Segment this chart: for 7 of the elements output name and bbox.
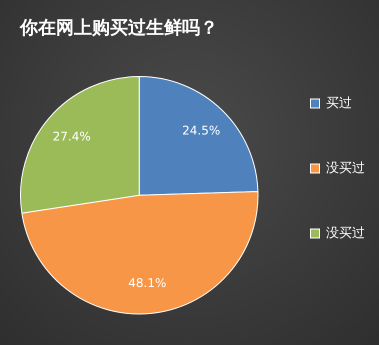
- data-label: 48.1%: [128, 276, 166, 290]
- legend-label: 没买过: [326, 226, 365, 241]
- legend-label: 买过: [326, 96, 352, 111]
- chart-title: 你在网上购买过生鲜吗？: [19, 17, 218, 38]
- legend-label: 没买过: [326, 160, 365, 176]
- data-label: 24.5%: [182, 123, 220, 138]
- data-label: 27.4%: [52, 129, 91, 144]
